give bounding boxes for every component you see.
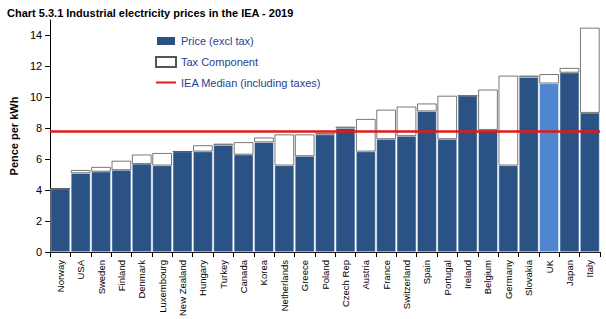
svg-text:0: 0 bbox=[36, 246, 42, 258]
svg-text:Portugal: Portugal bbox=[442, 260, 453, 295]
svg-text:Germany: Germany bbox=[503, 260, 514, 299]
svg-text:USA: USA bbox=[75, 259, 86, 279]
svg-text:Norway: Norway bbox=[55, 260, 66, 292]
svg-text:Italy: Italy bbox=[584, 260, 595, 278]
svg-text:4: 4 bbox=[36, 184, 42, 196]
svg-text:Canada: Canada bbox=[238, 259, 249, 293]
svg-text:14: 14 bbox=[30, 29, 42, 41]
svg-text:Turkey: Turkey bbox=[218, 260, 229, 289]
svg-text:Finland: Finland bbox=[116, 260, 127, 291]
svg-text:France: France bbox=[381, 260, 392, 290]
svg-text:Chart 5.3.1 Industrial electri: Chart 5.3.1 Industrial electricity price… bbox=[7, 7, 293, 19]
svg-text:8: 8 bbox=[36, 122, 42, 134]
svg-text:Ireland: Ireland bbox=[462, 260, 473, 289]
svg-text:Hungary: Hungary bbox=[197, 260, 208, 296]
svg-text:Korea: Korea bbox=[258, 259, 269, 285]
svg-text:Sweden: Sweden bbox=[96, 260, 107, 294]
svg-text:Japan: Japan bbox=[564, 260, 575, 286]
svg-text:IEA Median (including taxes): IEA Median (including taxes) bbox=[181, 77, 320, 89]
svg-text:12: 12 bbox=[30, 60, 42, 72]
svg-text:2: 2 bbox=[36, 215, 42, 227]
svg-text:Denmark: Denmark bbox=[136, 260, 147, 299]
svg-text:Luxembourg: Luxembourg bbox=[157, 260, 168, 313]
svg-text:Poland: Poland bbox=[320, 260, 331, 290]
svg-text:Austria: Austria bbox=[360, 259, 371, 289]
svg-text:Netherlands: Netherlands bbox=[279, 260, 290, 311]
svg-text:UK: UK bbox=[544, 259, 555, 273]
svg-text:Belgium: Belgium bbox=[482, 260, 493, 294]
svg-text:6: 6 bbox=[36, 153, 42, 165]
svg-text:Tax Component: Tax Component bbox=[181, 56, 258, 68]
svg-text:Spain: Spain bbox=[421, 260, 432, 284]
svg-text:New Zealand: New Zealand bbox=[177, 260, 188, 316]
svg-text:Slovakia: Slovakia bbox=[523, 259, 534, 296]
svg-text:Greece: Greece bbox=[299, 260, 310, 291]
svg-text:Czech Rep: Czech Rep bbox=[340, 260, 351, 307]
svg-text:Switzerland: Switzerland bbox=[401, 260, 412, 309]
svg-text:Price (excl tax): Price (excl tax) bbox=[181, 35, 254, 47]
svg-text:Pence per kWh: Pence per kWh bbox=[8, 96, 20, 175]
svg-text:10: 10 bbox=[30, 91, 42, 103]
